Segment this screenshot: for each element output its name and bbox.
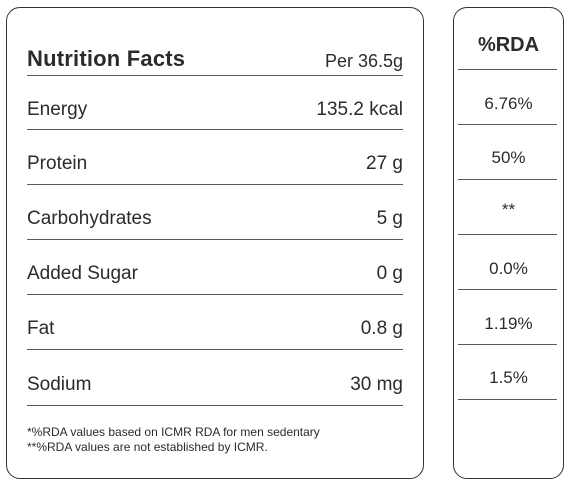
rda-value-fat: 1.19%: [484, 314, 533, 333]
row-divider: [27, 294, 403, 295]
row-divider: [27, 239, 403, 240]
serving-size: Per 36.5g: [324, 51, 403, 71]
nutrient-value: 30 mg: [350, 374, 403, 395]
row-divider: [27, 129, 403, 130]
nutrient-row-energy: Energy 135.2 kcal: [27, 83, 403, 137]
nutrient-value: 5 g: [376, 208, 403, 229]
rda-row-divider: [458, 234, 557, 235]
rda-value-carbohydrates: **: [501, 200, 516, 219]
nutrient-label: Sodium: [27, 374, 92, 395]
nutrient-label: Fat: [27, 318, 55, 339]
nutrient-label: Added Sugar: [27, 263, 138, 284]
row-divider: [27, 184, 403, 185]
row-divider: [27, 405, 403, 406]
nutrient-value: 27 g: [366, 153, 403, 174]
nutrient-label: Carbohydrates: [27, 208, 152, 229]
footnote-rda-basis: *%RDA values based on ICMR RDA for men s…: [27, 425, 320, 439]
nutrient-row-sodium: Sodium 30 mg: [27, 358, 403, 412]
rda-row-divider: [458, 124, 557, 125]
rda-row-divider: [458, 179, 557, 180]
rda-panel: %RDA 6.76% 50% ** 0.0% 1.19% 1.5%: [453, 7, 564, 479]
nutrient-label: Energy: [27, 99, 88, 120]
nutrient-row-carbohydrates: Carbohydrates 5 g: [27, 192, 403, 246]
rda-row-divider: [458, 399, 557, 400]
rda-value-protein: 50%: [491, 148, 526, 167]
rda-row-divider: [458, 289, 557, 290]
rda-header-divider: [458, 69, 557, 70]
nutrient-value: 0 g: [376, 263, 403, 284]
footnote-rda-not-established: **%RDA values are not established by ICM…: [27, 440, 268, 454]
nutrient-row-added-sugar: Added Sugar 0 g: [27, 247, 403, 301]
nutrition-facts-panel: Nutrition Facts Per 36.5g Energy 135.2 k…: [6, 7, 424, 479]
nutrient-label: Protein: [27, 153, 88, 174]
nutrition-facts-header: Nutrition Facts Per 36.5g: [27, 32, 403, 76]
nutrient-value: 0.8 g: [360, 318, 403, 339]
rda-title: %RDA: [477, 34, 540, 56]
nutrient-value: 135.2 kcal: [316, 99, 403, 120]
row-divider: [27, 349, 403, 350]
header-divider: [27, 75, 403, 76]
rda-value-sodium: 1.5%: [489, 368, 528, 387]
rda-value-energy: 6.76%: [484, 94, 533, 113]
nutrition-facts-title: Nutrition Facts: [27, 46, 186, 71]
rda-row-divider: [458, 344, 557, 345]
nutrient-row-fat: Fat 0.8 g: [27, 302, 403, 356]
nutrient-row-protein: Protein 27 g: [27, 137, 403, 191]
rda-value-added-sugar: 0.0%: [489, 259, 528, 278]
footnotes: *%RDA values based on ICMR RDA for men s…: [27, 425, 320, 455]
